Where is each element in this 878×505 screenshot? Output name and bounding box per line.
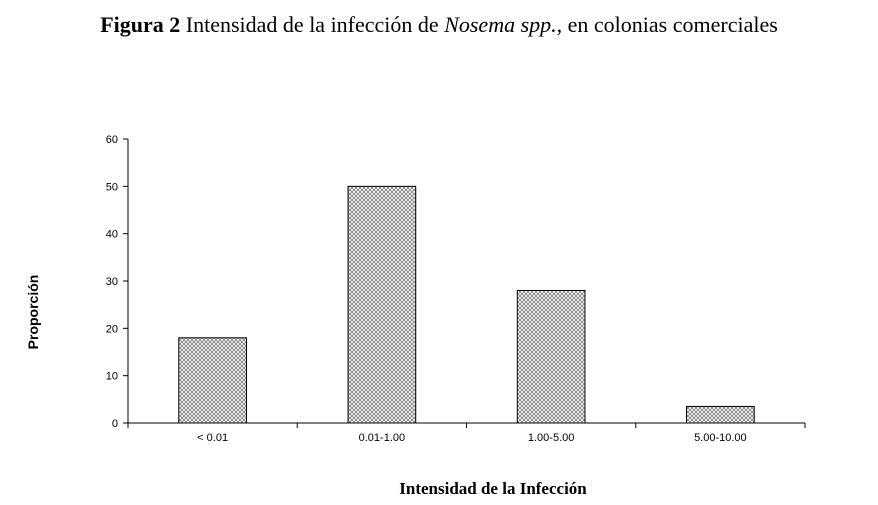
bar-3 [516, 289, 586, 424]
y-tick-label: 20 [106, 323, 118, 335]
x-tick-label: < 0.01 [197, 432, 228, 444]
bar-4 [686, 405, 755, 424]
x-tick-label: 5.00-10.00 [694, 432, 747, 444]
y-tick-label: 60 [106, 134, 118, 146]
bars [178, 185, 755, 424]
title-text-mid: spp., [515, 12, 563, 37]
bar-1 [178, 337, 247, 424]
y-tick-label: 50 [106, 181, 118, 193]
y-tick-label: 30 [106, 276, 118, 288]
x-axis: < 0.01 0.01-1.00 1.00-5.00 5.00-10.00 [127, 422, 806, 444]
x-tick-label: 0.01-1.00 [359, 432, 405, 444]
y-tick-label: 0 [112, 418, 118, 430]
y-axis-title: Proporción [25, 275, 41, 350]
title-text-after: en colonias comerciales [562, 12, 778, 37]
y-axis: 0 10 20 30 40 50 60 [106, 134, 129, 430]
bar-2 [347, 185, 417, 424]
title-italic: Nosema [444, 12, 516, 37]
y-tick-label: 10 [106, 371, 118, 383]
x-axis-title: Intensidad de la Infección [399, 479, 587, 498]
title-text-before: Intensidad de la infección de [185, 12, 439, 37]
chart-title: Figura 2 Intensidad de la infección de N… [0, 12, 878, 38]
y-tick-label: 40 [106, 229, 118, 241]
x-tick-label: 1.00-5.00 [528, 432, 574, 444]
title-label: Figura 2 [100, 12, 181, 37]
